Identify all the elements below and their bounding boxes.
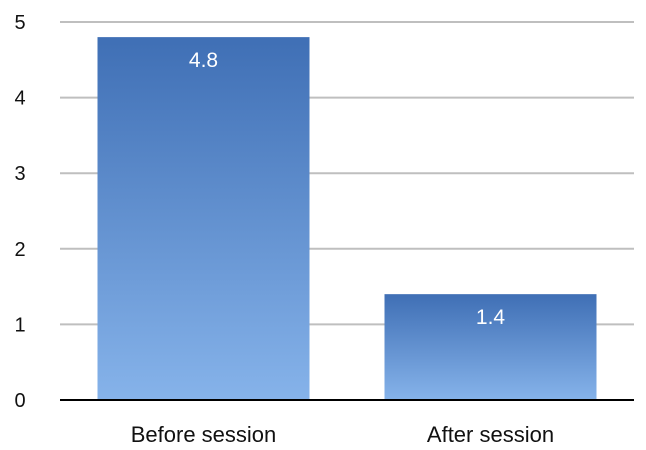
y-tick-label: 1	[14, 314, 25, 336]
category-labels: Before session After session	[131, 422, 554, 447]
category-label-0: Before session	[131, 422, 277, 447]
bar-1	[384, 294, 597, 400]
y-axis-ticks: 0 1 2 3 4 5	[14, 12, 25, 412]
y-tick-label: 3	[14, 163, 25, 185]
bars	[97, 37, 597, 401]
data-labels: 4.8 1.4	[189, 49, 506, 329]
y-tick-label: 4	[14, 88, 25, 110]
y-tick-label: 0	[14, 390, 25, 412]
y-tick-label: 5	[14, 12, 25, 34]
bar-0	[97, 37, 310, 401]
y-tick-label: 2	[14, 239, 25, 261]
data-label-1: 1.4	[476, 306, 506, 329]
category-label-1: After session	[427, 422, 554, 447]
data-label-0: 4.8	[189, 49, 218, 72]
